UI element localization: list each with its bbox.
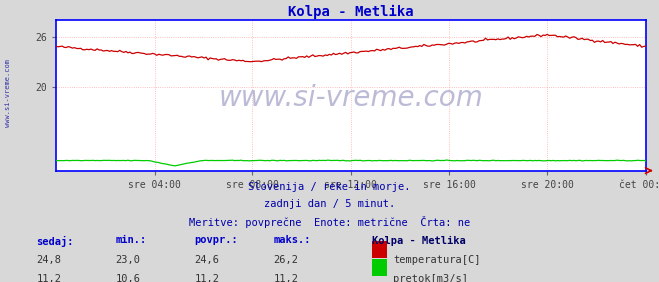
Text: pretok[m3/s]: pretok[m3/s] (393, 274, 469, 282)
Text: zadnji dan / 5 minut.: zadnji dan / 5 minut. (264, 199, 395, 209)
Text: povpr.:: povpr.: (194, 235, 238, 245)
Text: 11,2: 11,2 (273, 274, 299, 282)
Text: temperatura[C]: temperatura[C] (393, 255, 481, 265)
Title: Kolpa - Metlika: Kolpa - Metlika (288, 5, 414, 19)
Text: Meritve: povprečne  Enote: metrične  Črta: ne: Meritve: povprečne Enote: metrične Črta:… (189, 216, 470, 228)
Text: Kolpa - Metlika: Kolpa - Metlika (372, 235, 466, 246)
Text: www.si-vreme.com: www.si-vreme.com (219, 84, 483, 112)
Text: 11,2: 11,2 (194, 274, 219, 282)
Text: 24,8: 24,8 (36, 255, 61, 265)
Text: 10,6: 10,6 (115, 274, 140, 282)
Text: 26,2: 26,2 (273, 255, 299, 265)
Text: 11,2: 11,2 (36, 274, 61, 282)
Text: www.si-vreme.com: www.si-vreme.com (5, 59, 11, 127)
Text: 23,0: 23,0 (115, 255, 140, 265)
Text: Slovenija / reke in morje.: Slovenija / reke in morje. (248, 182, 411, 192)
Text: 24,6: 24,6 (194, 255, 219, 265)
Text: sedaj:: sedaj: (36, 235, 74, 246)
Text: min.:: min.: (115, 235, 146, 245)
Text: maks.:: maks.: (273, 235, 311, 245)
